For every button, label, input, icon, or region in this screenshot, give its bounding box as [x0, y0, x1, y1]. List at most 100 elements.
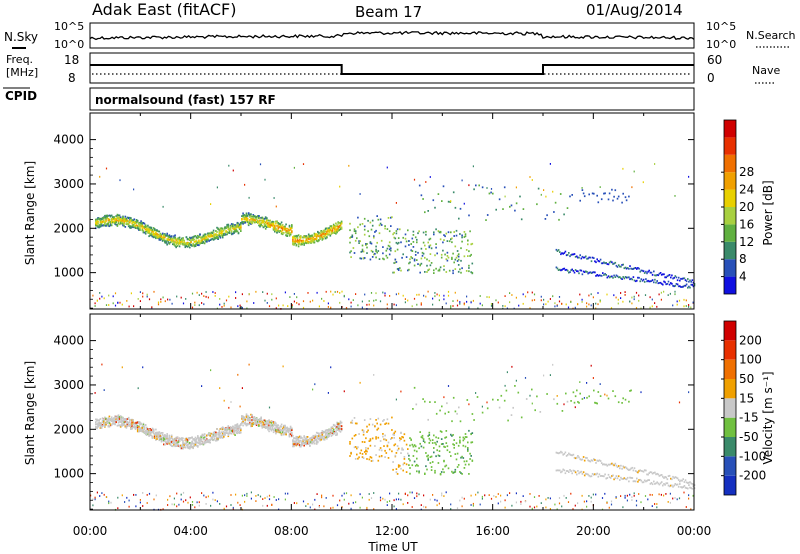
- echo-cell: [566, 207, 569, 209]
- echo-cell: [306, 438, 309, 441]
- echo-cell: [429, 456, 432, 458]
- echo-cell: [163, 437, 165, 439]
- echo-cell: [158, 236, 161, 239]
- echo-cell: [387, 441, 390, 444]
- echo-cell: [328, 231, 330, 234]
- echo-cell: [119, 179, 121, 182]
- echo-cell: [189, 244, 191, 246]
- echo-cell: [376, 215, 378, 217]
- echo-cell: [219, 228, 222, 231]
- echo-cell: [688, 280, 690, 283]
- echo-cell: [412, 241, 415, 243]
- echo-cell: [450, 231, 452, 234]
- echo-cell: [354, 446, 357, 448]
- echo-cell: [213, 432, 216, 435]
- echo-cell: [153, 229, 156, 232]
- echo-cell: [234, 230, 236, 233]
- echo-cell: [515, 186, 517, 189]
- echo-cell: [399, 464, 401, 467]
- echo-cell: [641, 470, 644, 473]
- echo-cell: [481, 186, 484, 189]
- echo-cell: [633, 279, 636, 282]
- echo-cell: [629, 300, 631, 303]
- echo-cell: [161, 432, 164, 434]
- echo-cell: [148, 433, 150, 436]
- echo-cell: [285, 229, 287, 232]
- echo-cell: [108, 421, 111, 424]
- echo-cell: [157, 431, 159, 434]
- echo-cell: [297, 442, 300, 445]
- echo-cell: [440, 256, 443, 259]
- echo-cell: [281, 224, 284, 226]
- echo-cell: [461, 234, 463, 237]
- echo-cell: [422, 438, 425, 441]
- echo-cell: [196, 501, 198, 504]
- echo-cell: [109, 221, 112, 223]
- echo-cell: [393, 505, 395, 508]
- echo-cell: [609, 477, 612, 479]
- echo-cell: [357, 304, 359, 307]
- echo-cell: [691, 284, 694, 286]
- echo-cell: [99, 425, 102, 427]
- echo-cell: [503, 399, 506, 402]
- echo-cell: [224, 227, 226, 230]
- echo-cell: [336, 224, 338, 227]
- echo-cell: [100, 426, 103, 429]
- echo-cell: [633, 480, 636, 483]
- echo-cell: [123, 422, 125, 425]
- echo-cell: [185, 441, 188, 443]
- echo-cell: [97, 225, 99, 228]
- echo-cell: [360, 251, 363, 253]
- echo-cell: [260, 422, 262, 425]
- echo-cell: [373, 304, 375, 307]
- echo-cell: [414, 236, 417, 239]
- echo-cell: [675, 483, 678, 486]
- echo-cell: [357, 446, 359, 449]
- echo-cell: [365, 244, 367, 246]
- echo-cell: [309, 442, 311, 445]
- echo-cell: [168, 238, 171, 241]
- echo-cell: [97, 222, 99, 225]
- echo-cell: [190, 442, 192, 445]
- echo-cell: [283, 424, 285, 427]
- echo-cell: [103, 220, 105, 223]
- echo-cell: [140, 422, 142, 425]
- echo-cell: [279, 428, 282, 431]
- echo-cell: [685, 481, 688, 484]
- echo-cell: [391, 429, 393, 431]
- echo-cell: [337, 429, 339, 431]
- echo-cell: [189, 236, 191, 239]
- echo-cell: [457, 264, 460, 266]
- echo-cell: [139, 300, 141, 302]
- echo-cell: [397, 466, 400, 468]
- echo-cell: [139, 421, 141, 424]
- echo-cell: [348, 298, 350, 301]
- echo-cell: [209, 438, 211, 441]
- echo-cell: [203, 433, 206, 436]
- echo-cell: [291, 230, 293, 233]
- echo-cell: [274, 230, 276, 233]
- echo-cell: [103, 224, 105, 227]
- echo-cell: [96, 491, 98, 494]
- echo-cell: [201, 242, 204, 244]
- echo-cell: [240, 431, 242, 434]
- echo-cell: [144, 232, 147, 235]
- echo-cell: [343, 294, 345, 297]
- echo-cell: [213, 237, 216, 239]
- echo-cell: [326, 227, 328, 230]
- echo-cell: [334, 226, 336, 229]
- echo-cell: [169, 298, 171, 301]
- echo-cell: [451, 256, 453, 259]
- echo-cell: [543, 189, 545, 191]
- echo-cell: [96, 423, 98, 426]
- echo-cell: [121, 218, 123, 221]
- echo-cell: [319, 237, 321, 240]
- echo-cell: [468, 429, 470, 432]
- echo-cell: [289, 227, 292, 229]
- echo-cell: [576, 389, 578, 392]
- echo-cell: [194, 439, 197, 441]
- echo-cell: [212, 234, 215, 236]
- echo-cell: [205, 496, 207, 499]
- echo-cell: [249, 222, 251, 225]
- echo-cell: [296, 437, 299, 440]
